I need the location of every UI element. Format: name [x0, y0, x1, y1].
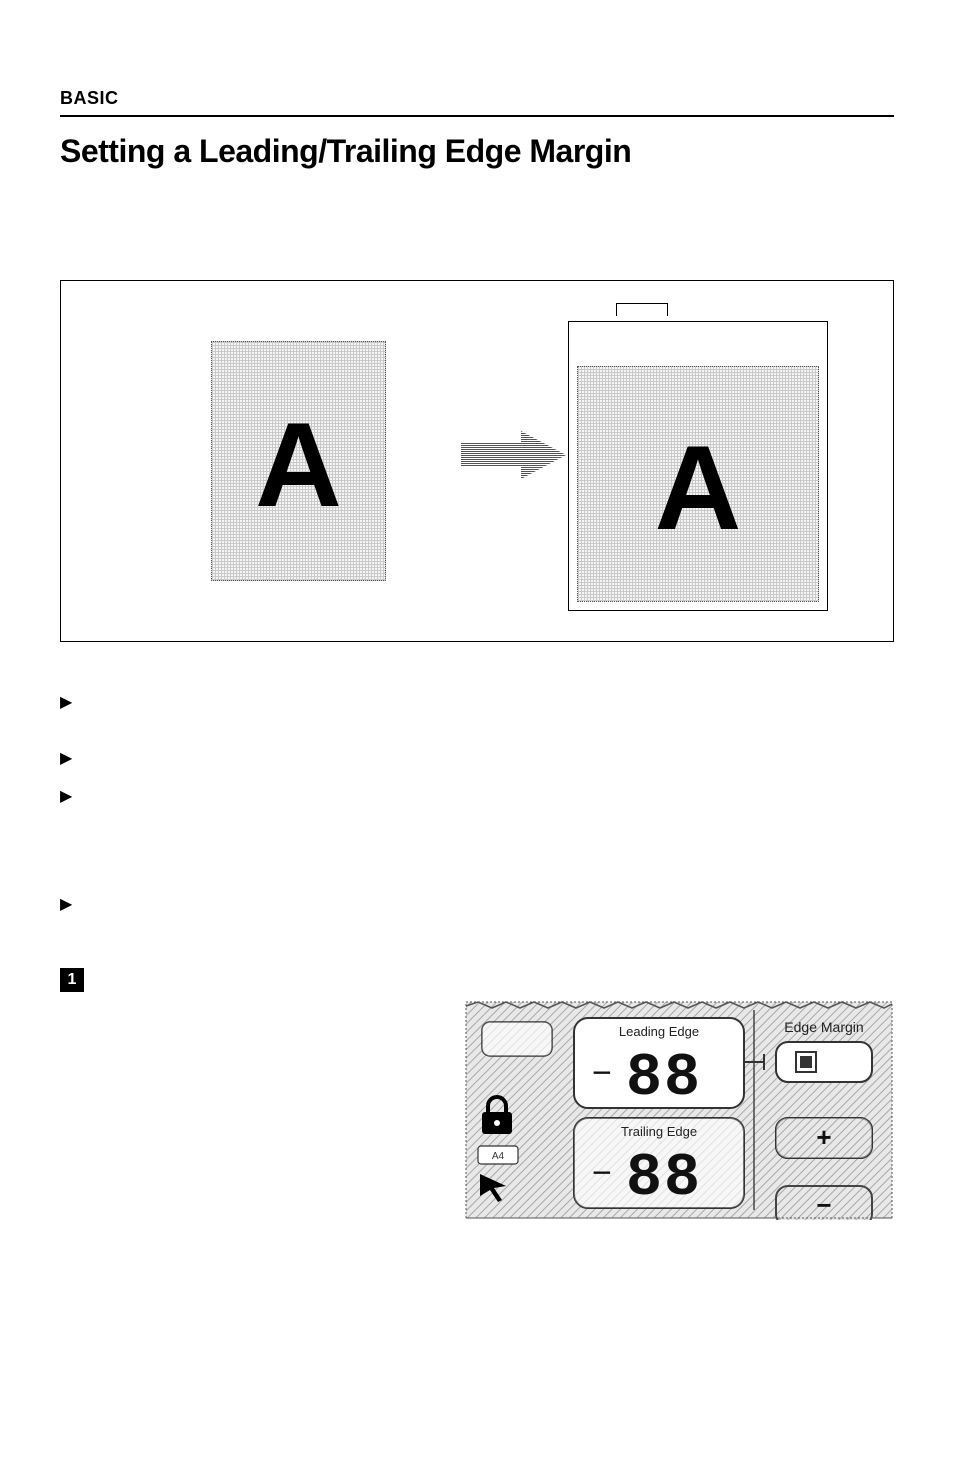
leading-value: 88	[626, 1045, 702, 1113]
triangle-bullet-icon: ▶	[60, 894, 80, 914]
svg-text:+: +	[816, 1122, 831, 1152]
letter-a-left: A	[255, 405, 342, 525]
output-print-area: A	[577, 366, 819, 602]
edge-margin-button	[776, 1042, 872, 1082]
sheet-icon: A4	[478, 1146, 518, 1164]
svg-text:−: −	[816, 1190, 831, 1220]
output-paper: A	[568, 321, 828, 611]
plus-button: +	[776, 1118, 872, 1158]
bullet-item: ▶	[60, 748, 894, 772]
margin-illustration: A A	[60, 280, 894, 642]
svg-text:A4: A4	[492, 1151, 505, 1162]
trailing-edge-label: Trailing Edge	[621, 1124, 697, 1139]
minus-button: −	[776, 1186, 872, 1220]
triangle-bullet-icon: ▶	[60, 692, 80, 712]
step-number-badge: 1	[60, 968, 84, 992]
triangle-bullet-icon: ▶	[60, 786, 80, 806]
trailing-value: 88	[626, 1145, 702, 1213]
arrow-icon	[461, 431, 566, 479]
bullet-item: ▶	[60, 894, 894, 918]
original-document: A	[211, 341, 386, 581]
edge-margin-label: Edge Margin	[784, 1019, 863, 1035]
letter-a-right: A	[655, 428, 742, 548]
triangle-bullet-icon: ▶	[60, 748, 80, 768]
lcd-panel: A4 Leading Edge − 88 Trailing Edge − 88	[464, 1000, 894, 1220]
section-divider	[60, 115, 894, 117]
section-label: BASIC	[60, 88, 894, 109]
bullet-item: ▶	[60, 692, 894, 716]
leading-edge-label: Leading Edge	[619, 1024, 699, 1039]
leading-sign: −	[592, 1054, 612, 1092]
step-row: 1	[60, 968, 894, 992]
trailing-sign: −	[592, 1154, 612, 1192]
bullet-list: ▶ ▶ ▶ ▶	[60, 692, 894, 918]
page-title: Setting a Leading/Trailing Edge Margin	[60, 133, 894, 170]
output-document-wrap: A	[568, 311, 828, 611]
margin-bracket	[616, 303, 668, 316]
bullet-item: ▶	[60, 786, 894, 810]
